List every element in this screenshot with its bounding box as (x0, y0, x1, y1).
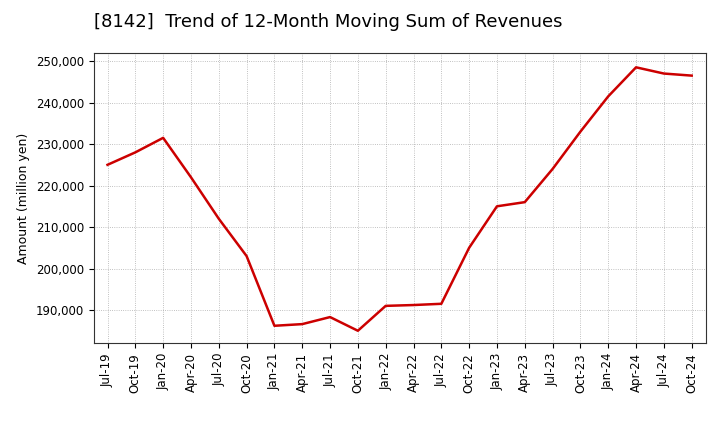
Y-axis label: Amount (million yen): Amount (million yen) (17, 132, 30, 264)
Text: [8142]  Trend of 12-Month Moving Sum of Revenues: [8142] Trend of 12-Month Moving Sum of R… (94, 13, 562, 31)
